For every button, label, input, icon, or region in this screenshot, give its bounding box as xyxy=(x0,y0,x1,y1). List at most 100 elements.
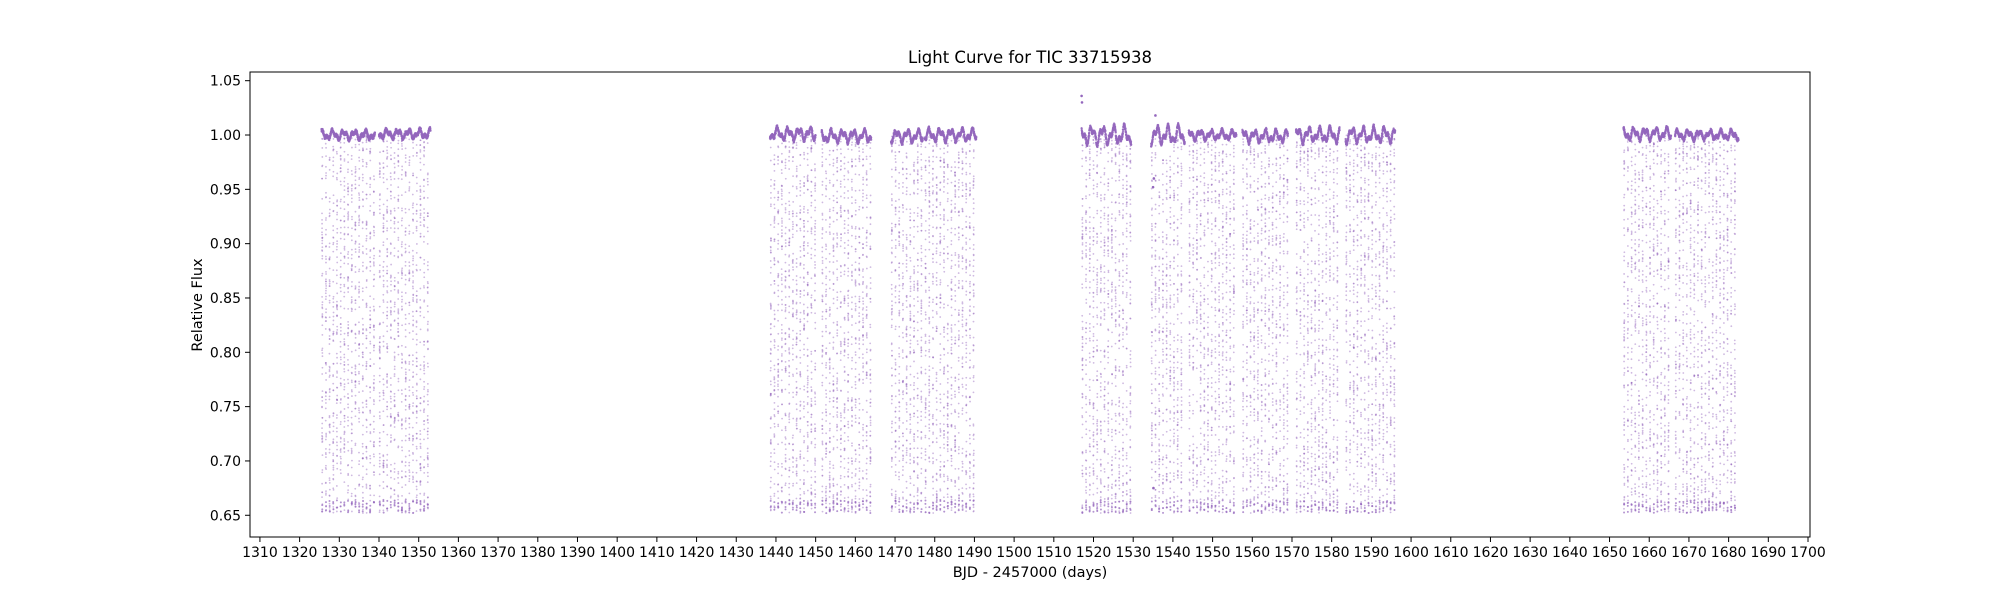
flux-point xyxy=(386,152,389,155)
flux-point xyxy=(328,282,331,285)
flux-point xyxy=(799,164,802,167)
flux-point xyxy=(781,417,783,420)
flux-point xyxy=(390,306,392,309)
flux-point xyxy=(393,279,396,282)
flux-point xyxy=(332,250,335,253)
flux-point xyxy=(397,160,400,163)
flux-point xyxy=(382,424,385,426)
flux-point xyxy=(373,428,375,431)
flux-point xyxy=(799,190,802,192)
flux-point xyxy=(365,165,368,168)
flux-point xyxy=(347,257,350,259)
flux-point xyxy=(365,286,368,289)
flux-point xyxy=(389,274,392,277)
flux-point xyxy=(806,164,809,167)
flux-point xyxy=(415,300,418,302)
flux-point xyxy=(423,361,425,363)
flux-point xyxy=(354,324,357,326)
flux-point xyxy=(350,500,353,503)
flux-point xyxy=(803,264,805,266)
flux-point xyxy=(346,491,349,494)
flux-point xyxy=(386,248,389,251)
flux-point xyxy=(401,267,404,270)
flux-point xyxy=(336,356,338,359)
flux-point xyxy=(773,415,776,418)
flux-point xyxy=(369,236,372,238)
flux-point xyxy=(389,194,392,197)
flux-point xyxy=(814,187,816,190)
flux-point xyxy=(416,151,418,154)
flux-point xyxy=(408,269,411,272)
flux-point xyxy=(325,165,327,168)
flux-point xyxy=(806,470,809,473)
flux-point xyxy=(773,169,776,172)
flux-point xyxy=(423,258,426,261)
flux-point xyxy=(382,222,385,225)
flux-point xyxy=(339,420,342,423)
flux-point xyxy=(347,217,350,220)
flux-point xyxy=(408,422,411,425)
flux-point xyxy=(347,276,349,278)
flux-point xyxy=(382,500,385,503)
flux-point xyxy=(799,458,802,460)
flux-point xyxy=(332,487,335,490)
flux-point xyxy=(780,245,783,248)
flux-point xyxy=(777,425,780,428)
flux-point xyxy=(799,182,802,185)
flux-point xyxy=(332,375,335,378)
flux-point xyxy=(350,189,353,192)
flux-point xyxy=(423,219,426,222)
flux-point xyxy=(415,365,418,367)
flux-point xyxy=(335,248,338,251)
flux-point xyxy=(419,483,422,486)
flux-point xyxy=(806,377,809,380)
flux-point xyxy=(382,269,385,272)
flux-point xyxy=(361,433,364,436)
flux-point xyxy=(806,146,809,149)
flux-point xyxy=(423,372,426,375)
flux-point xyxy=(369,323,372,326)
flux-point xyxy=(369,411,372,414)
flux-point xyxy=(339,411,342,414)
flux-point xyxy=(792,358,794,361)
flux-point xyxy=(393,504,396,507)
flux-point xyxy=(412,315,414,318)
flux-point xyxy=(350,253,353,256)
flux-point xyxy=(350,379,353,382)
flux-point xyxy=(415,144,418,146)
flux-point xyxy=(792,252,795,255)
flux-point xyxy=(777,159,780,162)
flux-point xyxy=(404,434,407,437)
flux-point xyxy=(393,172,396,175)
flux-point xyxy=(324,438,327,441)
flux-point xyxy=(358,355,360,357)
flux-point xyxy=(784,304,787,306)
flux-point xyxy=(328,280,331,283)
flux-point xyxy=(404,161,407,163)
flux-point xyxy=(814,176,817,179)
flux-point xyxy=(361,353,364,356)
flux-point xyxy=(347,233,350,235)
flux-point xyxy=(343,277,346,279)
flux-point xyxy=(362,424,364,427)
flux-point xyxy=(777,388,780,391)
flux-point xyxy=(347,190,350,193)
flux-point xyxy=(339,237,342,240)
flux-point xyxy=(373,464,375,467)
flux-point xyxy=(321,315,324,318)
flux-point xyxy=(802,267,805,270)
flux-point xyxy=(339,468,342,471)
flux-point xyxy=(806,500,809,503)
flux-point xyxy=(401,217,404,220)
flux-point xyxy=(379,323,381,325)
flux-point xyxy=(358,411,361,414)
flux-point xyxy=(777,497,780,500)
flux-point xyxy=(415,225,418,228)
flux-point xyxy=(361,364,364,367)
flux-point xyxy=(423,385,426,388)
flux-point xyxy=(369,256,371,259)
flux-point xyxy=(378,347,381,350)
flux-point xyxy=(372,500,375,503)
flux-point xyxy=(397,198,400,201)
flux-point xyxy=(427,131,430,134)
